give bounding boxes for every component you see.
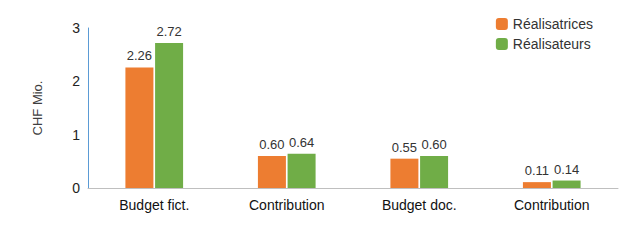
svg-text:CHF Mio.: CHF Mio. (30, 81, 45, 136)
svg-text:1: 1 (72, 127, 80, 143)
svg-text:2.26: 2.26 (127, 48, 152, 63)
svg-text:Budget fict.: Budget fict. (119, 197, 189, 213)
svg-text:0.60: 0.60 (421, 137, 446, 152)
svg-text:Contribution: Contribution (249, 197, 325, 213)
svg-text:0.14: 0.14 (554, 162, 579, 177)
svg-text:Réalisatrices: Réalisatrices (513, 16, 593, 32)
svg-text:2: 2 (72, 73, 80, 89)
svg-text:0.11: 0.11 (525, 163, 549, 178)
svg-text:0.60: 0.60 (259, 137, 284, 152)
svg-text:0.55: 0.55 (392, 140, 417, 155)
svg-text:Réalisateurs: Réalisateurs (513, 36, 591, 52)
svg-text:Contribution: Contribution (514, 197, 590, 213)
svg-text:3: 3 (72, 20, 80, 36)
svg-text:2.72: 2.72 (156, 24, 181, 39)
svg-text:0.64: 0.64 (289, 135, 314, 150)
svg-text:Budget doc.: Budget doc. (382, 197, 457, 213)
svg-text:0: 0 (72, 180, 80, 196)
